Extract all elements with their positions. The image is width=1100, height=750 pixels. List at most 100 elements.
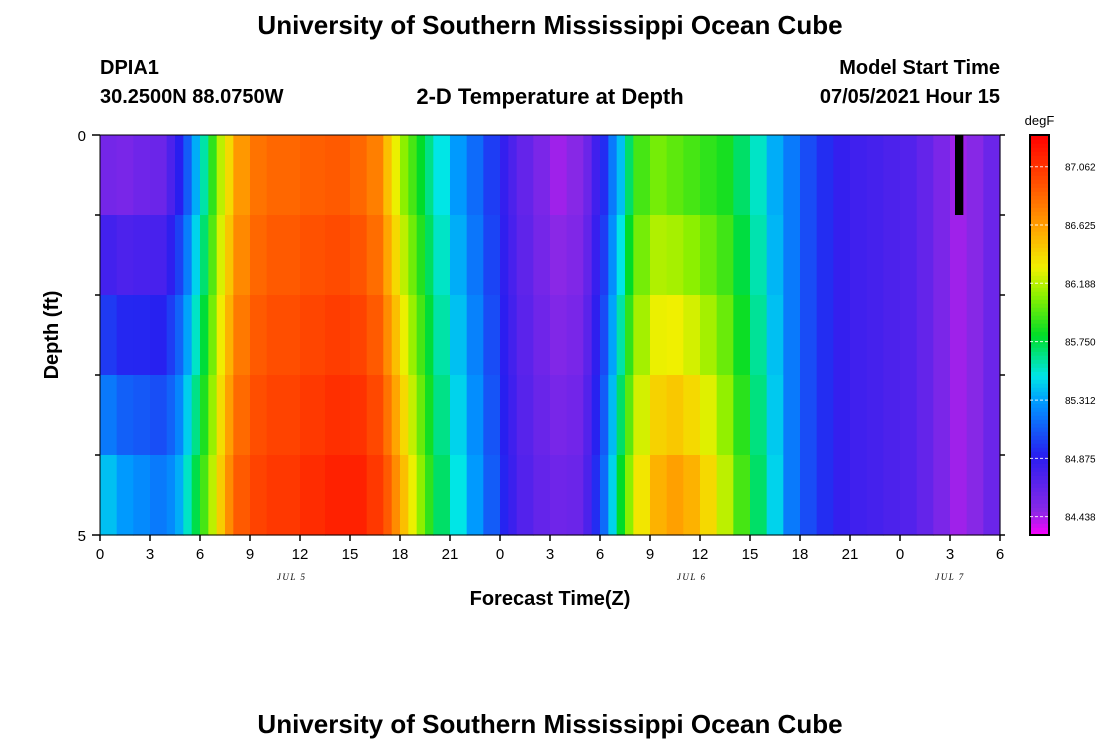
heatmap-cell xyxy=(900,135,918,216)
heatmap-cell xyxy=(325,455,351,536)
colorbar-swatch xyxy=(1030,375,1049,380)
heatmap-cell xyxy=(191,135,201,216)
heatmap-cell xyxy=(633,375,651,456)
colorbar-swatch xyxy=(1030,255,1049,260)
page-title: University of Southern Mississippi Ocean… xyxy=(257,10,843,40)
colorbar-swatch xyxy=(1030,495,1049,500)
colorbar-swatch xyxy=(1030,343,1049,348)
heatmap-cell xyxy=(816,295,834,376)
heatmap-cell xyxy=(591,295,601,376)
heatmap-cell xyxy=(450,455,468,536)
heatmap-cell xyxy=(783,215,801,296)
heatmap-cell xyxy=(950,455,968,536)
heatmap-cell xyxy=(116,215,134,296)
heatmap-cell xyxy=(416,375,426,456)
colorbar-swatch xyxy=(1030,287,1049,292)
heatmap-cell xyxy=(466,375,484,456)
heatmap-cell xyxy=(883,375,901,456)
heatmap-cell xyxy=(366,135,384,216)
heatmap-cell xyxy=(816,215,834,296)
colorbar-tick-label: 85.312 xyxy=(1065,396,1096,407)
heatmap-cell xyxy=(616,215,626,296)
heatmap-cell xyxy=(350,375,368,456)
heatmap-cell xyxy=(716,455,734,536)
heatmap-cell xyxy=(133,455,151,536)
heatmap-cell xyxy=(783,295,801,376)
heatmap-cell xyxy=(966,455,984,536)
heatmap-cell xyxy=(966,295,984,376)
colorbar-swatch xyxy=(1030,439,1049,444)
heatmap-cell xyxy=(216,375,226,456)
heatmap-cell xyxy=(766,135,784,216)
colorbar-swatch xyxy=(1030,531,1049,536)
heatmap-cell xyxy=(166,135,176,216)
colorbar-swatch xyxy=(1030,455,1049,460)
x-tick-label: 12 xyxy=(292,546,309,563)
heatmap-cell xyxy=(625,295,634,376)
x-tick-label: 3 xyxy=(546,546,554,563)
heatmap-cell xyxy=(216,295,226,376)
colorbar-swatch xyxy=(1030,167,1049,172)
heatmap-cell xyxy=(300,295,326,376)
heatmap-cell xyxy=(516,135,534,216)
heatmap-cell xyxy=(716,295,734,376)
heatmap-cell xyxy=(616,455,626,536)
heatmap-cell xyxy=(133,295,151,376)
heatmap-cell xyxy=(116,375,134,456)
heatmap-cell xyxy=(425,455,434,536)
heatmap-cell xyxy=(833,455,851,536)
heatmap-cell xyxy=(633,455,651,536)
colorbar-swatch xyxy=(1030,503,1049,508)
heatmap-cell xyxy=(533,215,551,296)
colorbar-swatch xyxy=(1030,283,1049,288)
heatmap-cell xyxy=(733,455,751,536)
heatmap-cell xyxy=(366,375,384,456)
heatmap-cell xyxy=(233,135,251,216)
colorbar-swatch xyxy=(1030,207,1049,212)
colorbar-swatch xyxy=(1030,215,1049,220)
x-tick-label: 6 xyxy=(596,546,604,563)
colorbar-swatch xyxy=(1030,523,1049,528)
colorbar-swatch xyxy=(1030,427,1049,432)
heatmap-cell xyxy=(400,215,409,296)
heatmap-cell xyxy=(933,215,951,296)
colorbar-swatch xyxy=(1030,319,1049,324)
heatmap-cell xyxy=(408,375,418,456)
colorbar-swatch xyxy=(1030,479,1049,484)
colorbar-swatch xyxy=(1030,367,1049,372)
heatmap-cell xyxy=(166,375,176,456)
heatmap-cell xyxy=(250,295,268,376)
x-tick-label: 21 xyxy=(842,546,859,563)
colorbar-swatch xyxy=(1030,335,1049,340)
colorbar-swatch xyxy=(1030,291,1049,296)
heatmap-cell xyxy=(116,135,134,216)
colorbar-swatch xyxy=(1030,351,1049,356)
heatmap-cell xyxy=(966,135,984,216)
heatmap-cell xyxy=(608,375,618,456)
heatmap-cell xyxy=(716,135,734,216)
colorbar-swatch xyxy=(1030,475,1049,480)
heatmap-cell xyxy=(666,295,684,376)
heatmap-cell xyxy=(650,135,668,216)
heatmap-cell xyxy=(900,375,918,456)
colorbar-swatch xyxy=(1030,139,1049,144)
heatmap-cell xyxy=(566,135,584,216)
colorbar-swatch xyxy=(1030,147,1049,152)
heatmap-cell xyxy=(500,135,509,216)
heatmap-cell xyxy=(216,215,226,296)
heatmap-cell xyxy=(500,295,509,376)
footer-title: University of Southern Mississippi Ocean… xyxy=(257,709,843,739)
colorbar-swatch xyxy=(1030,347,1049,352)
heatmap-cell xyxy=(783,135,801,216)
colorbar-swatch xyxy=(1030,435,1049,440)
colorbar-swatch xyxy=(1030,355,1049,360)
colorbar-swatch xyxy=(1030,263,1049,268)
heatmap-cell xyxy=(700,135,718,216)
heatmap-cell xyxy=(600,135,609,216)
heatmap-cell xyxy=(616,135,626,216)
heatmap-cell xyxy=(483,295,501,376)
heatmap-cell xyxy=(325,375,351,456)
heatmap-cell xyxy=(483,135,501,216)
heatmap-cell xyxy=(266,295,301,376)
